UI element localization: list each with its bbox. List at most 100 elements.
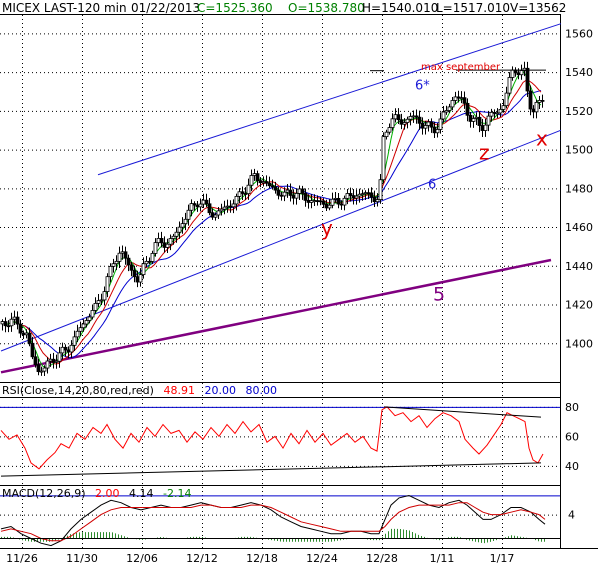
- x-tick-12-06: 12/06: [126, 552, 158, 565]
- candle-body: [234, 195, 239, 205]
- x-tick-11-30: 11/30: [66, 552, 98, 565]
- candle-body: [456, 96, 461, 99]
- candle-body: [315, 200, 320, 202]
- candle-body: [198, 203, 203, 208]
- candle-body: [78, 327, 83, 332]
- candle-body: [240, 191, 245, 194]
- rsi-level-lines: [0, 406, 560, 497]
- rsi-level-high: 80.00: [245, 384, 277, 397]
- candle-body: [495, 112, 500, 115]
- x-tick-12-18: 12/18: [246, 552, 278, 565]
- candle-body: [414, 115, 419, 118]
- x-tick-12-12: 12/12: [186, 552, 218, 565]
- candle-body: [75, 330, 80, 338]
- candle-body: [441, 111, 446, 120]
- candle-body: [216, 210, 221, 216]
- candle-body: [168, 238, 173, 245]
- candle-body: [282, 191, 287, 197]
- candle-body: [192, 203, 197, 206]
- candle-body: [231, 203, 236, 208]
- candle-body: [153, 242, 158, 254]
- candle-body: [57, 352, 62, 362]
- candle-body: [252, 173, 257, 176]
- candle-body: [516, 72, 521, 76]
- candle-body: [369, 192, 374, 198]
- candle-body: [99, 299, 104, 302]
- candle-body: [114, 260, 119, 265]
- candle-body: [471, 118, 476, 122]
- candle-body: [48, 358, 53, 362]
- candle-body: [228, 205, 233, 208]
- candle-body: [111, 263, 116, 267]
- candle-body: [444, 110, 449, 113]
- candle-body: [351, 195, 356, 199]
- candle-body: [138, 274, 143, 283]
- candle-body: [63, 346, 68, 351]
- header-open: O=1538.780: [288, 1, 365, 15]
- candle-body: [429, 121, 434, 128]
- macd-title: MACD(12,26,9): [2, 487, 86, 500]
- macd-axis-labels: 4: [568, 509, 575, 522]
- candle-body: [450, 100, 455, 108]
- panel-frames: [0, 14, 598, 549]
- candle-body: [411, 115, 416, 118]
- candle-body: [81, 323, 86, 329]
- candle-body: [324, 203, 329, 209]
- candle-body: [534, 101, 539, 113]
- candle-body: [207, 203, 212, 214]
- candle-body: [336, 197, 341, 205]
- candle-body: [66, 349, 71, 353]
- candle-body: [273, 186, 278, 191]
- candle-body: [297, 188, 302, 194]
- candle-body: [507, 77, 512, 94]
- candle-body: [276, 189, 281, 196]
- candle-body: [288, 189, 293, 196]
- annotation-4: y: [321, 216, 333, 240]
- candle-body: [204, 199, 209, 205]
- candle-body: [27, 332, 32, 344]
- macd-label: MACD(12,26,9) 2.00 4.14 -2.14: [2, 487, 192, 500]
- candle-body: [213, 214, 218, 218]
- candle-body: [342, 197, 347, 206]
- candle-body: [117, 252, 122, 262]
- candle-body: [381, 136, 386, 181]
- rsi-trendlines: [0, 406, 542, 477]
- candle-body: [423, 125, 428, 129]
- candle-body: [321, 200, 326, 205]
- price-tick-1460: 1460: [565, 221, 593, 234]
- x-tick-11-26: 11/26: [6, 552, 38, 565]
- candle-body: [108, 265, 113, 278]
- candle-body: [174, 231, 179, 237]
- candle-body: [9, 318, 14, 327]
- candle-body: [333, 197, 338, 200]
- candle-body: [210, 212, 215, 218]
- candle-body: [243, 193, 248, 195]
- candle-body: [177, 226, 182, 233]
- x-grid: [22, 15, 503, 548]
- date-axis-labels: 11/26 11/30 12/06 12/12 12/18 12/24 12/28 1/11 1…: [6, 552, 514, 565]
- candle-body: [270, 185, 275, 188]
- candle-body: [159, 238, 164, 244]
- rsi-level-low: 20.00: [204, 384, 236, 397]
- candle-body: [105, 276, 110, 292]
- candle-body: [393, 114, 398, 120]
- price-tick-1520: 1520: [565, 105, 593, 118]
- candle-body: [39, 370, 44, 373]
- candle-body: [426, 121, 431, 126]
- candle-body: [132, 269, 137, 278]
- candle-body: [453, 96, 458, 101]
- candle-body: [483, 124, 488, 131]
- candle-body: [420, 122, 425, 129]
- rsi-title: RSI(Close,14,20,80,red,red): [2, 384, 154, 397]
- candle-body: [171, 235, 176, 239]
- candle-body: [102, 291, 107, 301]
- candle-body: [24, 332, 29, 336]
- channel-upper-line: [97, 23, 562, 176]
- annotation-3: 5: [433, 284, 445, 306]
- candle-body: [396, 114, 401, 121]
- price-axis-labels: 1400 1420 1440 1460 1480 1500 1520 1540 1560: [565, 27, 593, 350]
- candle-body: [15, 316, 20, 325]
- candle-body: [255, 173, 260, 182]
- candle-body: [405, 118, 410, 123]
